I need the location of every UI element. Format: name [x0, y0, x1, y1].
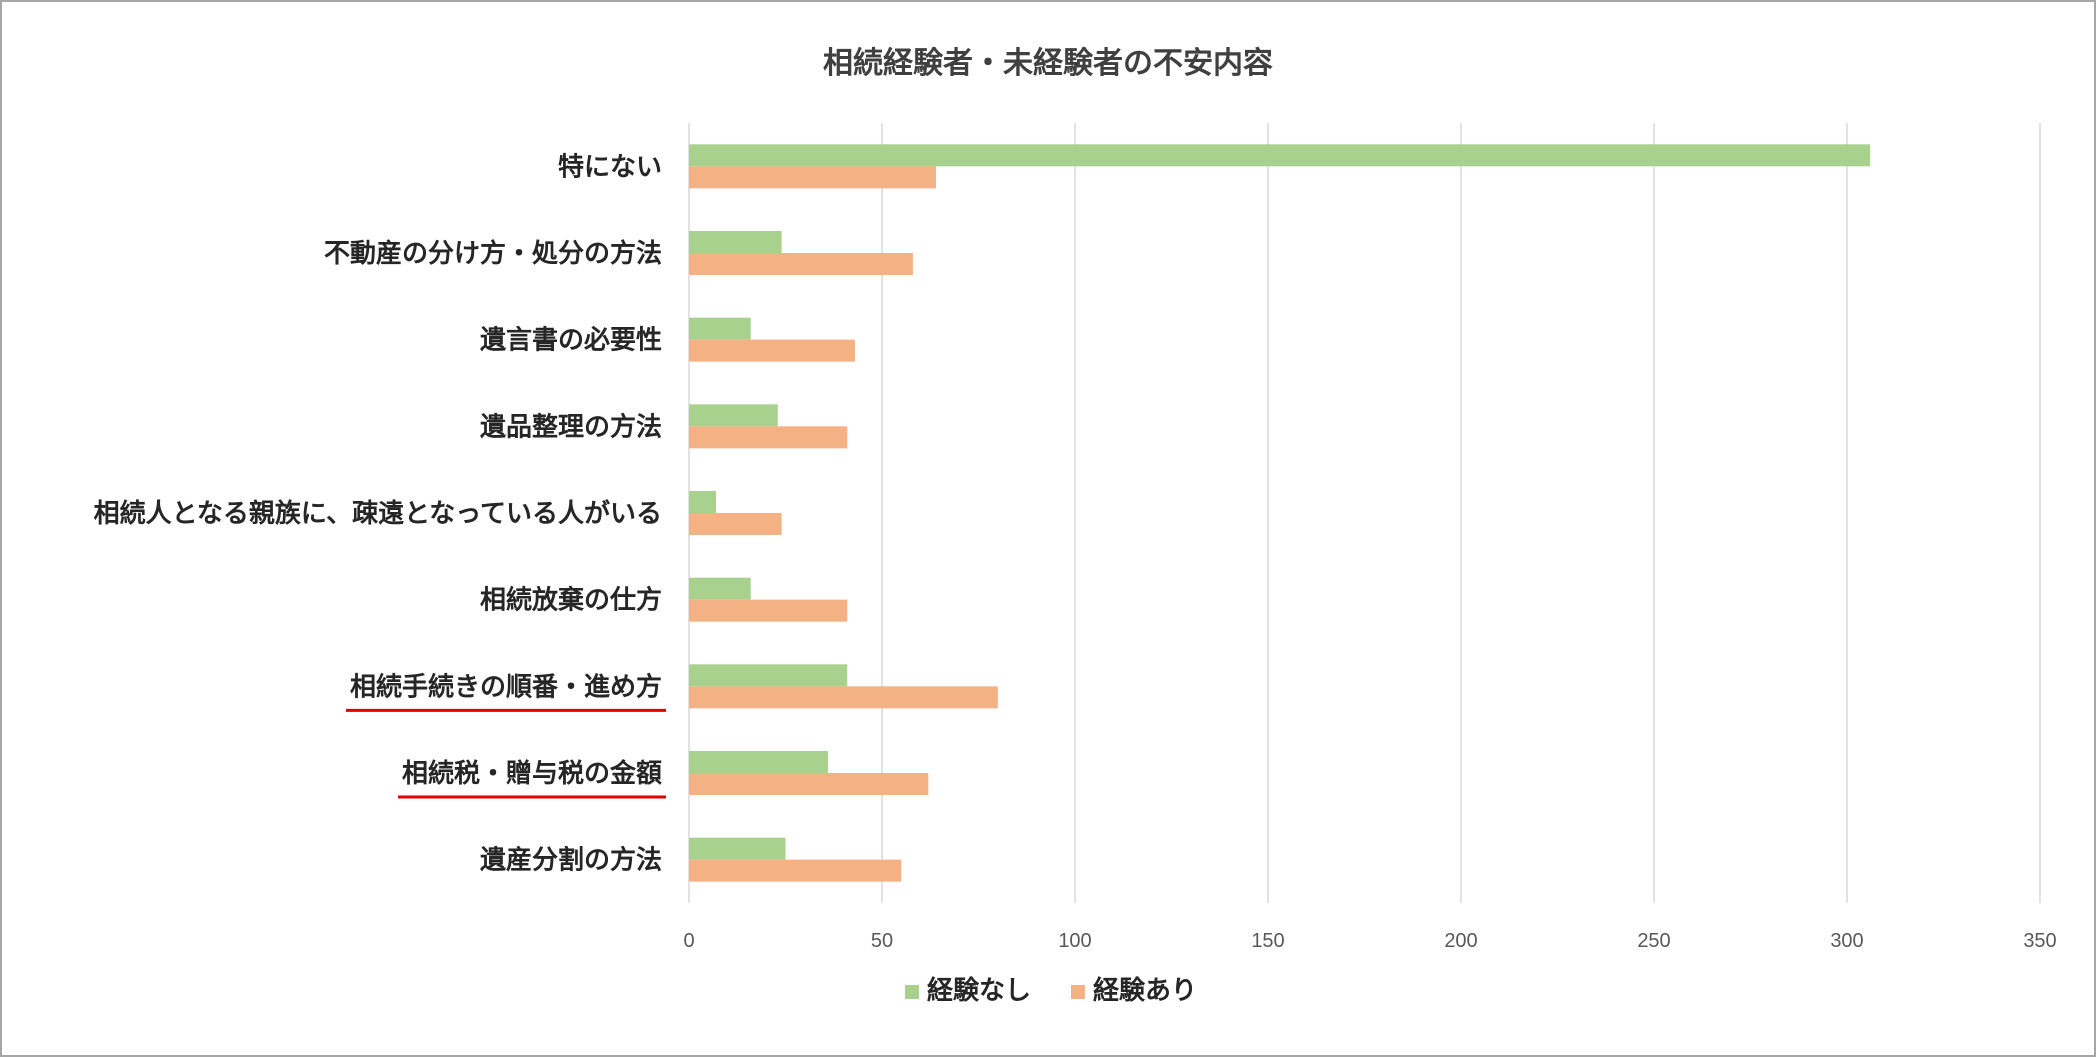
- legend-swatch: [905, 985, 919, 999]
- legend: 経験なし 経験あり: [905, 975, 1197, 1006]
- bar: [689, 144, 1871, 167]
- category-label: 不動産の分け方・処分の方法: [324, 238, 662, 269]
- bar: [689, 253, 913, 275]
- bars: [689, 144, 1871, 882]
- bar: [689, 491, 717, 513]
- x-tick-label: 50: [871, 930, 893, 952]
- category-labels: 特にない不動産の分け方・処分の方法遺言書の必要性遺品整理の方法相続人となる親族に…: [94, 151, 666, 876]
- x-tick-label: 300: [1830, 930, 1863, 952]
- bar: [689, 166, 937, 189]
- x-axis-tick-labels: 0 50 100 150 200 250 300 350: [683, 930, 2056, 952]
- bar: [689, 404, 778, 427]
- category-label: 遺産分割の方法: [480, 845, 662, 876]
- bar: [689, 426, 848, 449]
- category-label: 特にない: [558, 151, 662, 182]
- x-tick-label: 250: [1637, 930, 1670, 952]
- bar: [689, 317, 751, 340]
- bar: [689, 513, 782, 535]
- category-label: 相続税・贈与税の金額: [402, 758, 662, 789]
- legend-swatch: [1071, 985, 1086, 999]
- bar: [689, 859, 902, 882]
- legend-label: 経験なし: [927, 975, 1031, 1006]
- bar: [689, 686, 998, 709]
- legend-label: 経験あり: [1093, 975, 1197, 1006]
- bar: [689, 751, 828, 773]
- x-tick-label: 150: [1251, 930, 1284, 952]
- x-tick-label: 0: [683, 930, 694, 952]
- x-tick-label: 100: [1058, 930, 1091, 952]
- x-tick-label: 200: [1444, 930, 1477, 952]
- category-label: 遺言書の必要性: [480, 326, 662, 356]
- bar: [689, 231, 782, 253]
- chart-title: 相続経験者・未経験者の不安内容: [823, 46, 1273, 81]
- bar: [689, 664, 848, 687]
- category-label: 相続人となる親族に、疎遠となっている人がいる: [94, 498, 662, 529]
- x-tick-label: 350: [2023, 930, 2056, 952]
- category-label: 相続手続きの順番・進め方: [350, 671, 662, 702]
- category-label: 相続放棄の仕方: [480, 585, 662, 616]
- bar: [689, 837, 786, 860]
- category-label: 遺品整理の方法: [480, 411, 662, 442]
- bar: [689, 339, 855, 362]
- bar: [689, 773, 929, 795]
- bar: [689, 577, 751, 600]
- bar: [689, 599, 848, 622]
